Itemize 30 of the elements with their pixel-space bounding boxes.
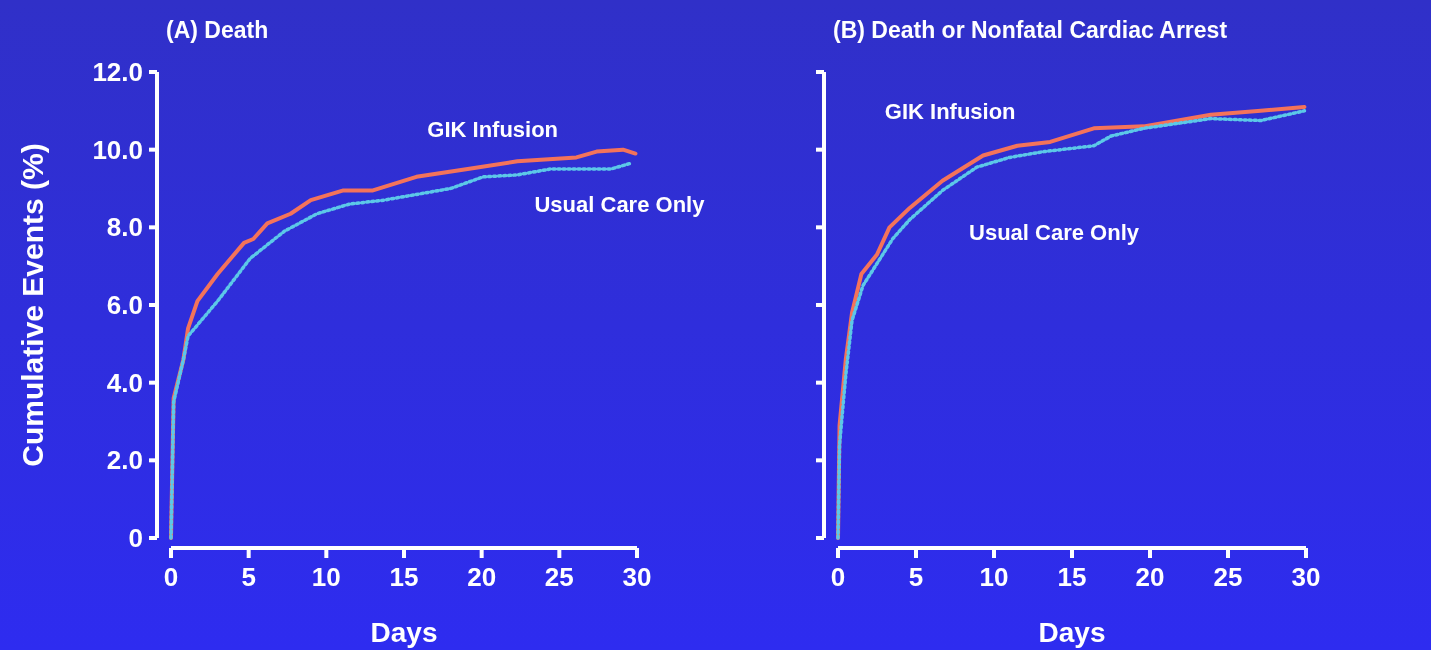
y-tick-label: 6.0	[106, 290, 143, 321]
series-label: Usual Care Only	[534, 191, 706, 217]
x-tick-label: 25	[1213, 562, 1243, 592]
series-label: GIK Infusion	[427, 117, 559, 143]
y-axis-title: Cumulative Events (%)	[16, 143, 49, 467]
x-tick-label: 30	[622, 562, 652, 592]
x-tick-label: 15	[389, 562, 419, 592]
y-tick-label: 10.0	[92, 134, 143, 165]
x-tick-label: 20	[1135, 562, 1165, 592]
x-tick-label: 20	[467, 562, 497, 592]
x-tick-label: 30	[1291, 562, 1321, 592]
y-tick-label: 8.0	[106, 212, 143, 243]
x-tick-label: 10	[979, 562, 1009, 592]
x-tick-label: 0	[163, 562, 179, 592]
y-tick-label: 4.0	[106, 367, 143, 398]
y-tick-label: 0	[128, 523, 143, 554]
x-tick-label: 15	[1057, 562, 1087, 592]
chart-title: (B) Death or Nonfatal Cardiac Arrest	[833, 17, 1228, 43]
x-tick-label: 0	[830, 562, 846, 592]
x-tick-label: 5	[241, 562, 256, 592]
x-tick-label: 5	[908, 562, 924, 592]
series-label: GIK Infusion	[884, 98, 1016, 124]
y-tick-label: 2.0	[106, 445, 143, 476]
x-axis-title: Days	[370, 617, 438, 648]
series-label: Usual Care Only	[969, 219, 1140, 245]
x-tick-label: 10	[311, 562, 341, 592]
chart-title: (A) Death	[166, 17, 269, 43]
x-axis-title: Days	[1038, 617, 1106, 648]
x-tick-label: 25	[544, 562, 574, 592]
y-tick-label: 12.0	[92, 57, 143, 88]
